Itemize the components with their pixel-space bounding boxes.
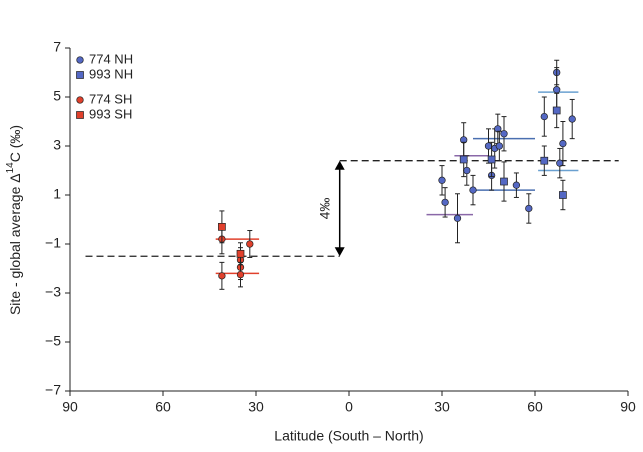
circle-marker [553, 85, 561, 94]
y-label-main: Site - global average Δ [7, 173, 23, 315]
square-marker [540, 156, 549, 165]
circle-marker [236, 270, 245, 279]
arrow-head [334, 160, 345, 170]
circle-marker [568, 115, 576, 123]
square-marker [236, 249, 245, 258]
circle-marker [246, 240, 254, 248]
circle-marker [559, 139, 567, 148]
y-label-sup: 14 [5, 162, 16, 174]
circle-marker [438, 176, 446, 184]
y-tick-label: 1 [53, 186, 61, 202]
circle-marker [525, 204, 533, 213]
legend-label: 993 SH [89, 106, 132, 121]
y-tick-label: −7 [45, 382, 61, 398]
x-axis-label: Latitude (South – North) [274, 428, 423, 444]
square-marker [552, 106, 561, 115]
y-label-end: C (‰) [7, 125, 23, 162]
x-tick-label: 60 [527, 399, 543, 415]
square-marker [218, 223, 226, 231]
legend-label: 774 NH [89, 51, 133, 66]
circle-marker [494, 125, 502, 133]
circle-marker [76, 96, 84, 104]
square-marker [559, 191, 567, 199]
square-marker [459, 155, 468, 164]
x-tick-label: 30 [248, 399, 264, 415]
square-marker [76, 71, 84, 79]
circle-marker [453, 214, 462, 222]
legend-label: 993 NH [89, 66, 133, 81]
circle-marker [540, 112, 548, 121]
y-tick-label: 7 [53, 39, 61, 55]
circle-marker [441, 198, 449, 207]
y-tick-label: −5 [45, 333, 61, 349]
x-tick-label: 60 [155, 399, 171, 415]
circle-marker [495, 142, 504, 150]
x-tick-label: 90 [62, 399, 78, 415]
y-tick-label: 3 [53, 137, 61, 153]
y-tick-label: −3 [45, 284, 61, 300]
x-tick-label: 0 [345, 399, 353, 415]
circle-marker [500, 130, 508, 138]
annotation-label: 4‰ [316, 198, 332, 220]
x-tick-label: 30 [434, 399, 450, 415]
circle-marker [218, 272, 226, 280]
circle-marker [512, 181, 521, 189]
arrow-head [334, 247, 345, 257]
square-marker [487, 155, 496, 164]
square-marker [500, 177, 508, 186]
circle-marker [484, 142, 493, 150]
y-axis-label: Site - global average Δ14C (‰) [5, 125, 23, 315]
y-tick-label: −1 [45, 235, 61, 251]
square-marker [76, 111, 84, 119]
circle-marker [76, 56, 84, 64]
circle-marker [469, 186, 477, 194]
circle-marker [463, 166, 471, 175]
x-tick-label: 90 [620, 399, 636, 415]
y-tick-label: 5 [53, 88, 61, 104]
legend-label: 774 SH [89, 91, 132, 106]
